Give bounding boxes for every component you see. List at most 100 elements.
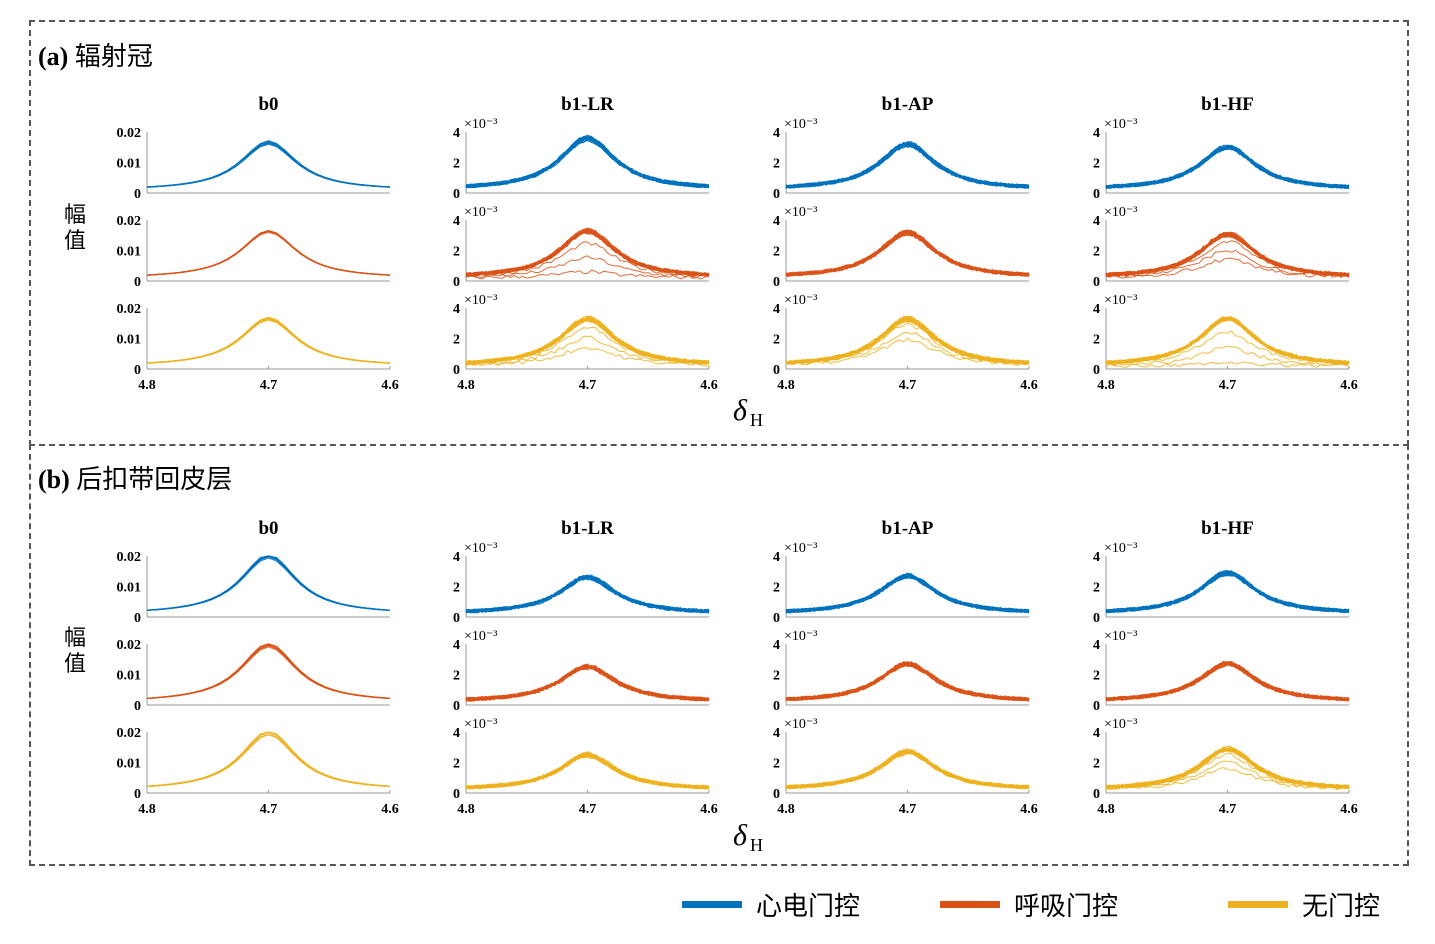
y-exponent-label: ×10⁻³: [784, 629, 817, 644]
trace-ecg: [465, 135, 710, 188]
trace-resp: [1105, 232, 1350, 277]
trace-resp: [465, 229, 710, 276]
column-title-b1-lr: b1-LR: [561, 518, 614, 539]
trace-ecg: [146, 555, 391, 611]
y-tick-label: 0: [134, 787, 141, 802]
x-tick-label: 4.7: [260, 802, 278, 817]
trace-none: [785, 317, 1030, 365]
y-tick-label: 0.01: [117, 757, 142, 772]
trace-ecg: [465, 574, 710, 613]
trace-none: [785, 318, 1030, 364]
trace-resp: [785, 229, 1030, 276]
y-axis-label: 值: [64, 229, 86, 254]
x-tick-label: 4.6: [700, 802, 718, 817]
trace-resp: [785, 232, 1030, 276]
panel-a-b1-ap-ecg: 0 2 4 ×10⁻³: [773, 117, 1030, 202]
y-exponent-label: ×10⁻³: [1104, 117, 1137, 132]
trace-none: [465, 315, 710, 365]
panel-a-b1-ap-resp: 0 2 4 ×10⁻³: [773, 205, 1030, 290]
x-tick-label: 4.8: [457, 802, 475, 817]
trace-none: [1105, 317, 1350, 365]
trace-resp: [465, 666, 710, 701]
x-tick-label: 4.6: [1340, 378, 1358, 393]
column-title-b0: b0: [258, 94, 278, 115]
trace-resp: [785, 231, 1030, 276]
trace-none: [146, 734, 391, 788]
y-exponent-label: ×10⁻³: [464, 293, 497, 308]
y-tick-label: 0: [453, 187, 460, 202]
y-tick-label: 0: [773, 611, 780, 626]
trace-none: [1105, 749, 1350, 790]
trace-ecg: [146, 557, 391, 611]
panel-a-b0-none: 0 0.01 0.02 4.8 4.7 4.6: [117, 302, 399, 393]
section-b-frame: [29, 444, 1409, 866]
trace-none: [785, 751, 1030, 789]
trace-none: [465, 316, 709, 365]
x-tick-label: 4.7: [1219, 378, 1237, 393]
trace-none: [1105, 361, 1350, 368]
trace-none: [785, 751, 1030, 790]
y-tick-label: 2: [1093, 757, 1100, 772]
y-tick-label: 0.01: [117, 157, 142, 172]
panel-a-b1-hf-ecg: 0 2 4 ×10⁻³: [1093, 117, 1350, 202]
trace-ecg: [465, 134, 709, 189]
trace-ecg: [1105, 147, 1350, 189]
trace-none: [465, 317, 710, 365]
trace-ecg: [465, 138, 710, 189]
y-tick-label: 0: [134, 275, 141, 290]
trace-ecg: [785, 142, 1030, 188]
trace-ecg: [146, 555, 391, 611]
y-axis-label: 幅: [64, 626, 86, 651]
column-title-b0: b0: [258, 518, 278, 539]
trace-ecg: [1105, 144, 1350, 188]
x-tick-label: 4.8: [138, 378, 156, 393]
y-tick-label: 0.02: [117, 638, 142, 653]
y-exponent-label: ×10⁻³: [784, 293, 817, 308]
y-tick-label: 4: [773, 126, 780, 141]
trace-none: [785, 318, 1030, 364]
trace-resp: [785, 661, 1030, 701]
section-a-frame: [29, 20, 1409, 446]
y-tick-label: 0: [773, 363, 780, 378]
trace-ecg: [146, 555, 391, 611]
trace-none: [465, 754, 709, 790]
trace-ecg: [1105, 144, 1350, 188]
trace-ecg: [785, 141, 1030, 189]
trace-none: [1105, 316, 1350, 364]
trace-resp: [465, 229, 710, 276]
trace-resp: [146, 644, 391, 699]
panel-b-b1-lr-none: 0 2 4 ×10⁻³ 4.8 4.7 4.6: [453, 717, 718, 817]
y-axis-label: 幅: [64, 203, 86, 228]
trace-none: [146, 319, 391, 364]
trace-none: [1105, 318, 1350, 364]
y-tick-label: 0: [453, 363, 460, 378]
trace-none: [465, 347, 710, 367]
y-tick-label: 2: [1093, 581, 1100, 596]
trace-none: [465, 318, 709, 365]
trace-none: [146, 733, 391, 788]
y-tick-label: 0.01: [117, 669, 142, 684]
trace-none: [1105, 747, 1350, 789]
trace-resp: [465, 231, 710, 276]
trace-ecg: [1105, 569, 1350, 612]
trace-ecg: [146, 142, 391, 188]
trace-ecg: [465, 137, 710, 189]
trace-resp: [785, 230, 1030, 276]
y-tick-label: 0: [773, 699, 780, 714]
trace-ecg: [785, 143, 1030, 189]
trace-ecg: [1105, 146, 1350, 188]
trace-none: [465, 316, 710, 365]
trace-ecg: [146, 142, 391, 188]
trace-ecg: [1105, 574, 1350, 614]
y-exponent-label: ×10⁻³: [1104, 717, 1137, 732]
x-tick-label: 4.6: [1020, 378, 1038, 393]
trace-ecg: [1105, 144, 1350, 188]
trace-resp: [465, 229, 710, 276]
trace-ecg: [465, 137, 710, 189]
column-title-b1-hf: b1-HF: [1201, 518, 1254, 539]
trace-resp: [465, 229, 710, 277]
trace-ecg: [785, 573, 1030, 612]
trace-none: [1105, 316, 1350, 365]
y-exponent-label: ×10⁻³: [464, 117, 497, 132]
x-tick-label: 4.8: [777, 378, 795, 393]
